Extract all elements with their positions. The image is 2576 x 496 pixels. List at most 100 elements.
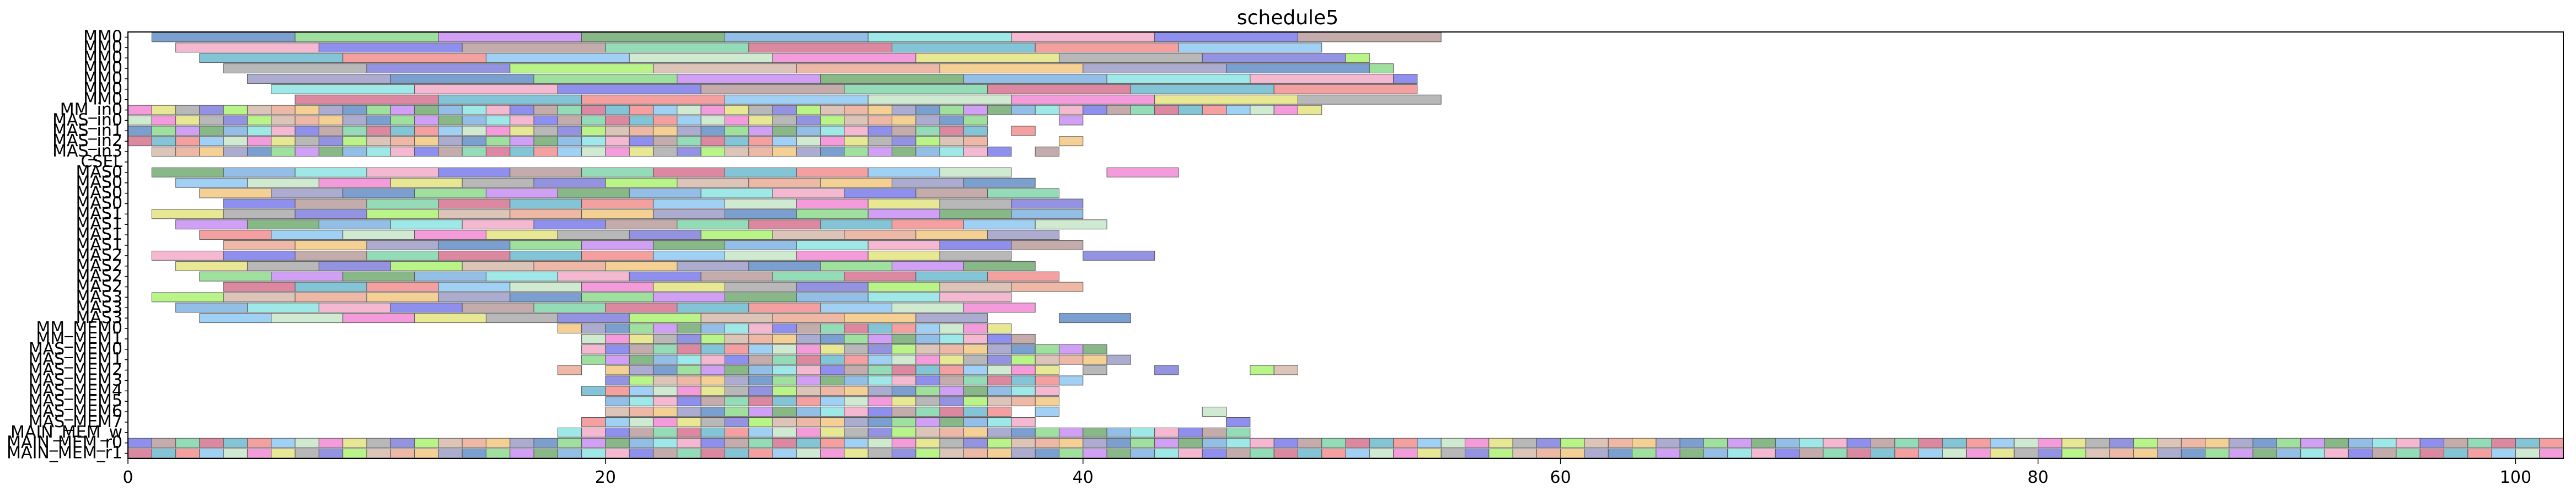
gantt-bar <box>939 250 1012 261</box>
gantt-bar <box>1297 32 1442 42</box>
gantt-bar <box>1035 396 1059 407</box>
gantt-bar <box>844 396 869 407</box>
gantt-bar <box>1297 438 1322 448</box>
gantt-bar <box>820 386 845 396</box>
gantt-bar <box>867 136 892 147</box>
gantt-bar <box>987 386 1012 396</box>
gantt-bar <box>1942 438 1967 448</box>
gantt-bar <box>820 354 845 365</box>
gantt-bar <box>867 240 940 250</box>
gantt-bar <box>2444 448 2468 459</box>
gantt-bar <box>1035 448 1059 459</box>
gantt-bar <box>772 147 797 157</box>
gantt-bar <box>414 313 486 324</box>
gantt-bar <box>223 292 296 303</box>
gantt-bar <box>796 386 821 396</box>
gantt-bar <box>724 198 797 209</box>
gantt-bar <box>1608 448 1633 459</box>
gantt-bar <box>1083 365 1107 375</box>
gantt-bar <box>223 438 248 448</box>
gantt-bar <box>748 219 821 230</box>
gantt-bar <box>1345 53 1370 63</box>
gantt-bar <box>677 386 701 396</box>
gantt-bar <box>891 177 964 188</box>
gantt-bar <box>1417 448 1442 459</box>
gantt-bar <box>1273 438 1298 448</box>
gantt-bar <box>1011 32 1155 42</box>
y-tick-label: MAS_MEM1 <box>29 350 122 369</box>
gantt-bar <box>772 333 797 344</box>
gantt-bar <box>462 303 534 313</box>
gantt-bar <box>796 209 869 219</box>
gantt-bar <box>939 438 964 448</box>
gantt-bar <box>915 354 940 365</box>
gantt-bar <box>796 344 821 354</box>
gantt-bar <box>652 105 678 115</box>
gantt-bar <box>2229 448 2253 459</box>
gantt-bar <box>987 417 1012 427</box>
gantt-bar <box>700 188 773 198</box>
gantt-bar <box>844 84 988 94</box>
gantt-bar <box>390 438 415 448</box>
gantt-bar <box>294 448 319 459</box>
gantt-bar <box>987 365 1012 375</box>
gantt-bar <box>1035 147 1059 157</box>
gantt-bar <box>867 333 892 344</box>
gantt-bar <box>772 438 797 448</box>
gantt-bar <box>629 354 654 365</box>
gantt-bar <box>1321 448 1346 459</box>
y-tick-label: MAS3 <box>76 308 122 327</box>
gantt-bar <box>652 375 678 386</box>
gantt-bar <box>533 303 606 313</box>
gantt-bar <box>772 407 797 417</box>
gantt-bar <box>462 42 606 53</box>
gantt-bar <box>1369 63 1394 74</box>
gantt-bar <box>629 448 654 459</box>
gantt-bar <box>915 386 940 396</box>
gantt-bar <box>414 126 439 136</box>
gantt-bar <box>1035 386 1059 396</box>
gantt-bar <box>342 438 367 448</box>
gantt-bar <box>1106 427 1131 438</box>
gantt-bar <box>748 147 773 157</box>
gantt-bar <box>867 198 940 209</box>
gantt-bar <box>533 74 678 84</box>
gantt-bar <box>677 219 749 230</box>
gantt-bar <box>2419 438 2445 448</box>
gantt-bar <box>2396 438 2420 448</box>
gantt-bar <box>652 354 678 365</box>
gantt-bar <box>748 354 773 365</box>
y-tick-label: MM0 <box>83 27 122 46</box>
gantt-bar <box>247 177 319 188</box>
gantt-bar <box>1154 438 1179 448</box>
gantt-bar <box>1799 448 1824 459</box>
gantt-bar <box>891 386 917 396</box>
gantt-bar <box>915 344 940 354</box>
y-tick-label: MAS2 <box>76 246 122 265</box>
gantt-bar <box>2348 438 2373 448</box>
gantt-bar <box>366 448 391 459</box>
gantt-bar <box>605 126 630 136</box>
gantt-bar <box>629 375 654 386</box>
gantt-bar <box>963 365 988 375</box>
gantt-bar <box>127 136 152 147</box>
gantt-bar <box>677 74 821 84</box>
gantt-bar <box>247 115 272 126</box>
gantt-bar <box>533 448 558 459</box>
gantt-bar <box>1846 448 1871 459</box>
gantt-bar <box>796 324 821 333</box>
gantt-bar <box>581 448 606 459</box>
gantt-bar <box>700 313 773 324</box>
gantt-bar <box>1011 126 1036 136</box>
gantt-bar <box>844 136 869 147</box>
gantt-bar <box>867 448 892 459</box>
gantt-bar <box>677 177 749 188</box>
gantt-bar <box>510 198 582 209</box>
gantt-bar <box>342 53 486 63</box>
gantt-bar <box>510 136 534 147</box>
gantt-bar <box>581 115 606 126</box>
gantt-bar <box>820 136 845 147</box>
gantt-bar <box>629 115 654 126</box>
gantt-bar <box>510 115 534 126</box>
gantt-bar <box>915 147 940 157</box>
